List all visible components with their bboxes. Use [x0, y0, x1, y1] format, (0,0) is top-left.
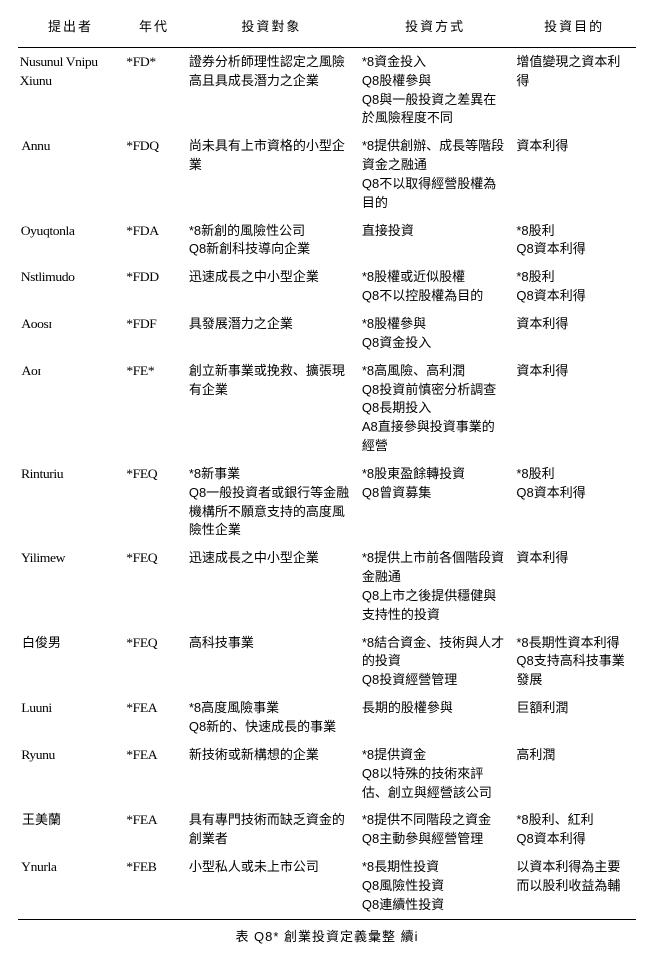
table-row: Oyuqtonla*FDA*8新創的風險性公司Q8新創科技導向企業直接投資*8股… [18, 217, 636, 264]
table-row: Annu*FDQ尚未具有上市資格的小型企業*8提供創辦、成長等階段資金之融通Q8… [18, 132, 636, 216]
cell-author: Aᴏɪ [18, 357, 123, 460]
cell-method: *8股權或近似股權Q8不以控股權為目的 [358, 263, 513, 310]
cell-method: *8資金投入Q8股權參與Q8與一般投資之差異在於風險程度不同 [358, 47, 513, 132]
table-caption: 表 Q8* 創業投資定義彙整 續i [18, 919, 636, 951]
table-row: Aᴏɪ*FE*創立新事業或挽救、擴張現有企業*8高風險、高利潤Q8投資前慎密分析… [18, 357, 636, 460]
cell-purpose: 資本利得 [512, 132, 636, 216]
cell-year: *FEA [123, 694, 185, 741]
cell-purpose: 資本利得 [512, 357, 636, 460]
cell-purpose: *8股利、紅利Q8資本利得 [512, 806, 636, 853]
table-row: Nstlimudo*FDD迅速成長之中小型企業*8股權或近似股權Q8不以控股權為… [18, 263, 636, 310]
cell-author: 白俊男 [18, 629, 123, 695]
cell-purpose: 增值變現之資本利得 [512, 47, 636, 132]
cell-year: *FDA [123, 217, 185, 264]
table-row: Ynurla*FEB小型私人或未上市公司*8長期性投資Q8風險性投資Q8連續性投… [18, 853, 636, 919]
cell-target: 新技術或新構想的企業 [185, 741, 358, 807]
cell-author: 王美蘭 [18, 806, 123, 853]
col-target: 投資對象 [185, 12, 358, 47]
header-row: 提出者 年代 投資對象 投資方式 投資目的 [18, 12, 636, 47]
cell-year: *FD* [123, 47, 185, 132]
table-row: Nusunul Vnipu Xiunu*FD*證券分析師理性認定之風險高且具成長… [18, 47, 636, 132]
table-row: Luuni*FEA*8高度風險事業Q8新的、快速成長的事業長期的股權參與巨額利潤 [18, 694, 636, 741]
cell-method: *8長期性投資Q8風險性投資Q8連續性投資 [358, 853, 513, 919]
cell-purpose: 資本利得 [512, 310, 636, 357]
table-row: Aᴏᴏsɪ*FDF具發展潛力之企業*8股權參與Q8資金投入資本利得 [18, 310, 636, 357]
cell-method: *8高風險、高利潤Q8投資前慎密分析調查Q8長期投入A8直接參與投資事業的經營 [358, 357, 513, 460]
cell-author: Luuni [18, 694, 123, 741]
cell-author: Nusunul Vnipu Xiunu [18, 47, 123, 132]
cell-target: *8新事業Q8一般投資者或銀行等金融機構所不願意支持的高度風險性企業 [185, 460, 358, 544]
cell-purpose: 資本利得 [512, 544, 636, 628]
cell-purpose: 巨額利潤 [512, 694, 636, 741]
cell-method: *8提供創辦、成長等階段資金之融通Q8不以取得經營股權為目的 [358, 132, 513, 216]
table-row: Yilimew*FEQ迅速成長之中小型企業*8提供上市前各個階段資金融通Q8上市… [18, 544, 636, 628]
cell-target: 證券分析師理性認定之風險高且具成長潛力之企業 [185, 47, 358, 132]
cell-method: 長期的股權參與 [358, 694, 513, 741]
cell-author: Ryunu [18, 741, 123, 807]
cell-year: *FE* [123, 357, 185, 460]
col-author: 提出者 [18, 12, 123, 47]
definitions-table: 提出者 年代 投資對象 投資方式 投資目的 Nusunul Vnipu Xiun… [18, 12, 636, 919]
cell-author: Nstlimudo [18, 263, 123, 310]
cell-author: Aᴏᴏsɪ [18, 310, 123, 357]
cell-year: *FDF [123, 310, 185, 357]
cell-purpose: *8長期性資本利得Q8支持高科技事業發展 [512, 629, 636, 695]
cell-method: *8提供上市前各個階段資金融通Q8上市之後提供穩健與支持性的投資 [358, 544, 513, 628]
cell-target: *8新創的風險性公司Q8新創科技導向企業 [185, 217, 358, 264]
cell-target: 迅速成長之中小型企業 [185, 544, 358, 628]
cell-purpose: *8股利Q8資本利得 [512, 263, 636, 310]
cell-target: 創立新事業或挽救、擴張現有企業 [185, 357, 358, 460]
col-purpose: 投資目的 [512, 12, 636, 47]
cell-target: 尚未具有上市資格的小型企業 [185, 132, 358, 216]
cell-year: *FEA [123, 741, 185, 807]
cell-year: *FEQ [123, 629, 185, 695]
cell-year: *FDQ [123, 132, 185, 216]
col-method: 投資方式 [358, 12, 513, 47]
cell-year: *FEQ [123, 460, 185, 544]
table-row: 白俊男*FEQ高科技事業*8結合資金、技術與人才的投資Q8投資經營管理*8長期性… [18, 629, 636, 695]
cell-author: Ynurla [18, 853, 123, 919]
cell-target: 具有專門技術而缺乏資金的創業者 [185, 806, 358, 853]
cell-target: 小型私人或未上市公司 [185, 853, 358, 919]
col-year: 年代 [123, 12, 185, 47]
cell-target: *8高度風險事業Q8新的、快速成長的事業 [185, 694, 358, 741]
cell-author: Yilimew [18, 544, 123, 628]
cell-method: *8股權參與Q8資金投入 [358, 310, 513, 357]
cell-author: Annu [18, 132, 123, 216]
cell-target: 具發展潛力之企業 [185, 310, 358, 357]
cell-purpose: *8股利Q8資本利得 [512, 217, 636, 264]
cell-method: *8股東盈餘轉投資Q8曾資募集 [358, 460, 513, 544]
cell-target: 高科技事業 [185, 629, 358, 695]
cell-purpose: 以資本利得為主要而以股利收益為輔 [512, 853, 636, 919]
cell-purpose: *8股利Q8資本利得 [512, 460, 636, 544]
cell-method: 直接投資 [358, 217, 513, 264]
cell-author: Rinturiu [18, 460, 123, 544]
cell-year: *FEA [123, 806, 185, 853]
cell-year: *FDD [123, 263, 185, 310]
cell-target: 迅速成長之中小型企業 [185, 263, 358, 310]
table-row: Ryunu*FEA新技術或新構想的企業*8提供資金Q8以特殊的技術來評估、創立與… [18, 741, 636, 807]
cell-author: Oyuqtonla [18, 217, 123, 264]
cell-method: *8提供資金Q8以特殊的技術來評估、創立與經營該公司 [358, 741, 513, 807]
cell-method: *8提供不同階段之資金Q8主動參與經營管理 [358, 806, 513, 853]
table-row: 王美蘭*FEA具有專門技術而缺乏資金的創業者*8提供不同階段之資金Q8主動參與經… [18, 806, 636, 853]
cell-year: *FEQ [123, 544, 185, 628]
cell-purpose: 高利潤 [512, 741, 636, 807]
table-row: Rinturiu*FEQ*8新事業Q8一般投資者或銀行等金融機構所不願意支持的高… [18, 460, 636, 544]
cell-year: *FEB [123, 853, 185, 919]
cell-method: *8結合資金、技術與人才的投資Q8投資經營管理 [358, 629, 513, 695]
